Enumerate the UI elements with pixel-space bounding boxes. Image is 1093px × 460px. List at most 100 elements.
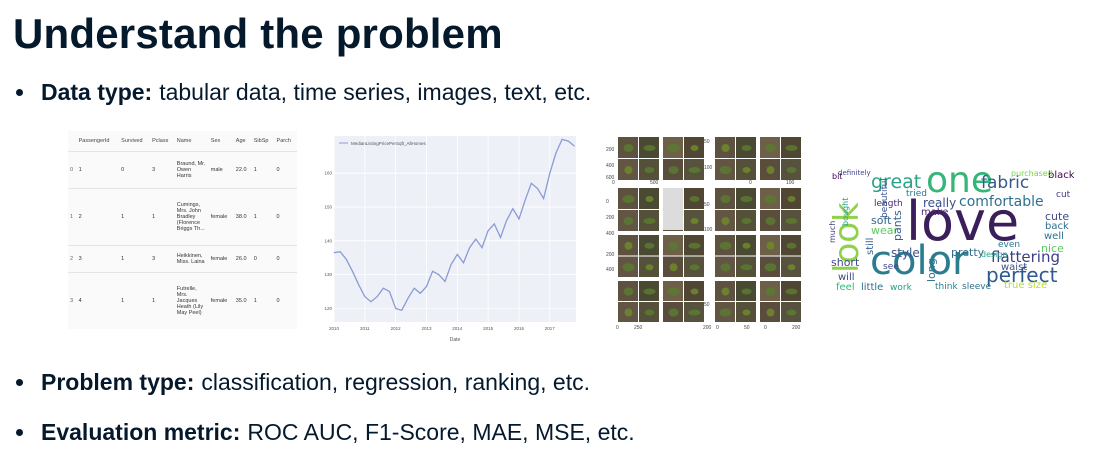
tick-label: 0 (764, 325, 767, 331)
word-cloud-word: soft (871, 214, 892, 227)
word-cloud-word: bit (832, 172, 843, 181)
table-column-header: Sex (210, 138, 221, 144)
tick-label: 100 (786, 180, 795, 186)
word-cloud-word: even (998, 240, 1021, 250)
bullet-dot (16, 379, 23, 386)
tick-label: 500 (650, 180, 659, 186)
word-cloud-word: will (838, 272, 855, 283)
plant-seedling-shape (740, 264, 753, 271)
table-column-header: Parch (276, 138, 291, 144)
table-column-header: Survived (121, 138, 143, 144)
tick-label: 0 (749, 180, 752, 186)
bullet-dot (16, 429, 23, 436)
plant-seedling-shape (766, 166, 775, 174)
grid-lines (333, 136, 576, 322)
table-cell: 3 (152, 166, 156, 173)
bullet-dot (16, 89, 23, 96)
plant-seedling-shape (688, 242, 701, 249)
image-tile-bright (663, 188, 683, 230)
table-cell: 0 (276, 297, 280, 304)
x-tick-label: 2014 (452, 326, 463, 331)
plant-seedling-shape (742, 167, 751, 173)
plant-seedling-shape (690, 218, 699, 224)
table-cell: 1 (78, 166, 82, 173)
word-cloud-word: perfect (986, 263, 1058, 287)
tick-label: 250 (634, 325, 643, 331)
chart-legend: MedianListingPricePerSqft_AllHomes (339, 141, 427, 146)
plant-seedling-shape (787, 264, 796, 271)
tick-label: 50 (704, 202, 710, 208)
time-series-chart: MedianListingPricePerSqft_AllHomes 120 13… (320, 131, 578, 344)
table-cell: 3 (152, 256, 156, 263)
table-cell: 1 (152, 214, 156, 221)
y-tick-label: 120 (324, 306, 332, 311)
bullet-label: Evaluation metric: (41, 419, 241, 445)
table-cell: 0 (276, 256, 280, 263)
plant-seedling-shape (719, 166, 732, 174)
plant-seedling-shape (765, 287, 776, 296)
y-tick-label: 160 (324, 171, 332, 176)
word-cloud-word: purchased (1011, 169, 1053, 178)
table-cell: Braund, Mr. Owen Harris (176, 160, 206, 179)
plant-seedling-shape (764, 195, 777, 203)
plant-seedling-shape (786, 167, 797, 173)
word-cloud-word: little (861, 282, 884, 293)
table-row: 0 1 0 3 Braund, Mr. Owen Harris male 22.0 1 0 (68, 151, 297, 189)
plant-seedling-shape (741, 218, 752, 224)
legend-label: MedianListingPricePerSqft_AllHomes (351, 141, 427, 146)
word-cloud-word: still (865, 237, 876, 255)
table-cell: 0 (70, 166, 74, 173)
tick-label: 0 (606, 199, 609, 205)
plant-seedling-shape (719, 308, 732, 317)
y-axis-ticks: 120 130 140 150 160 (324, 171, 332, 311)
x-axis-ticks: 2010 2011 2012 2013 2014 2015 2016 2017 (329, 326, 555, 331)
plant-seedling-shape (765, 144, 776, 152)
plant-seedling-shape (742, 309, 751, 316)
plant-seedling-shape (742, 242, 751, 249)
plant-seedling-shape (786, 309, 797, 316)
word-cloud-word: feel (836, 282, 855, 293)
bullet-data-type: Data type: tabular data, time series, im… (13, 79, 591, 106)
plant-seedling-shape (668, 308, 679, 317)
table-cell: 1 (121, 256, 125, 263)
word-cloud-word: wear (871, 224, 899, 237)
word-cloud-word: bought (841, 197, 850, 226)
tick-label: 0 (616, 325, 619, 331)
table-cell: 26.0 (235, 256, 247, 263)
word-cloud-word: sleeve (962, 282, 992, 292)
table-cell: 1 (121, 214, 125, 221)
word-cloud-word: much (828, 220, 837, 243)
x-tick-label: 2015 (483, 326, 494, 331)
plant-seedling-shape (764, 263, 777, 272)
x-tick-label: 2016 (514, 326, 525, 331)
word-cloud-word: nice (1041, 242, 1064, 255)
word-cloud-word: well (1044, 231, 1064, 242)
plant-seedling-shape (721, 217, 730, 225)
word-cloud-word: style (891, 246, 920, 260)
tick-label: 200 (792, 325, 801, 331)
word-cloud-word: great (871, 171, 922, 193)
table-cell: 0 (253, 256, 257, 263)
word-cloud: love color one look perfect comfortable fabric… (826, 165, 1074, 297)
word-cloud-word: back (1045, 221, 1069, 232)
word-cloud-word: short (831, 256, 860, 269)
plant-seedling-shape (622, 195, 635, 203)
word-cloud-word: tried (906, 189, 927, 199)
plant-seedling-shape (785, 218, 798, 224)
plant-seedling-shape (765, 217, 776, 225)
table-column-header: Name (176, 138, 192, 144)
plant-seedling-shape (667, 144, 680, 152)
plant-seedling-shape (741, 145, 752, 151)
plant-seedling-shape (645, 264, 654, 271)
x-tick-label: 2017 (545, 326, 556, 331)
plant-seedling-shape (766, 241, 775, 250)
plant-seedling-shape (720, 195, 731, 203)
word-cloud-word: true size (1004, 280, 1048, 291)
table-column-header: PassengerId (78, 138, 110, 144)
table-cell: 1 (253, 214, 257, 221)
plant-seedling-shape (623, 217, 634, 225)
word-cloud-word: work (890, 283, 912, 293)
bullet-evaluation-metric: Evaluation metric: ROC AUC, F1-Score, MA… (13, 419, 635, 446)
tick-label: 0 (612, 180, 615, 186)
x-tick-label: 2011 (360, 326, 370, 331)
